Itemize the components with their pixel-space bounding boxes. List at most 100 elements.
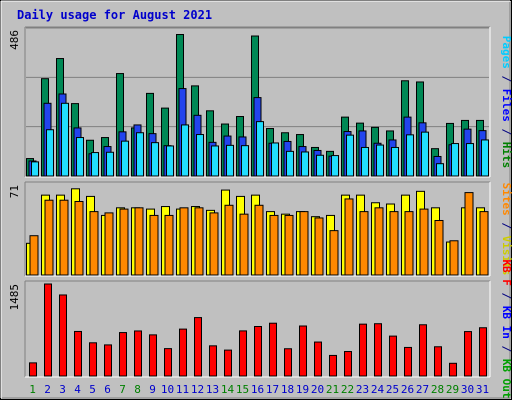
sites-bar: [59, 199, 69, 276]
kbf-bar: [284, 348, 292, 377]
kbf-bar: [239, 330, 247, 377]
day-label: 8: [134, 383, 141, 396]
day-label: 15: [236, 383, 249, 396]
day-label: 17: [266, 383, 279, 396]
sites-bar: [269, 214, 279, 276]
day-label: 27: [416, 383, 429, 396]
day-label: 26: [401, 383, 414, 396]
day-label: 13: [206, 383, 219, 396]
day-label: 12: [191, 383, 204, 396]
sites-bar: [449, 240, 459, 276]
day-label: 3: [59, 383, 66, 396]
pages-bar: [451, 143, 459, 177]
day-label: 10: [161, 383, 174, 396]
pages-bar: [46, 129, 54, 177]
pages-bar: [151, 142, 159, 177]
kbytes-ymax-label: 1485: [8, 284, 21, 311]
pages-bar: [376, 144, 384, 177]
kbf-bar: [104, 344, 112, 377]
kbf-bar: [44, 283, 52, 377]
kbf-bar: [59, 294, 67, 377]
day-label: 20: [311, 383, 324, 396]
sites-bar: [374, 207, 384, 276]
pages-bar: [316, 154, 324, 177]
pages-bar: [76, 137, 84, 177]
pages-bar: [271, 142, 279, 177]
kbf-bar: [479, 327, 487, 377]
day-label: 1: [29, 383, 36, 396]
pages-bar: [181, 124, 189, 177]
sites-bar: [29, 235, 39, 276]
sites-bar: [314, 217, 324, 276]
hits-ymax-label: 486: [8, 30, 21, 50]
kbf-bar: [224, 349, 232, 377]
sites-bar: [329, 230, 339, 276]
pages-bar: [226, 144, 234, 177]
pages-bar: [31, 161, 39, 177]
pages-bar: [106, 151, 114, 177]
pages-bar: [361, 146, 369, 177]
day-label: 5: [89, 383, 96, 396]
kbf-bar: [464, 331, 472, 377]
pages-bar: [136, 132, 144, 177]
day-label: 6: [104, 383, 111, 396]
sites-bar: [209, 212, 219, 276]
day-label: 4: [74, 383, 81, 396]
sites-bar: [224, 204, 234, 276]
sites-bar: [239, 213, 249, 276]
kbf-bar: [29, 362, 37, 377]
pages-bar: [61, 102, 69, 177]
sites-bar: [194, 207, 204, 276]
pages-bar: [121, 140, 129, 177]
day-label: 14: [221, 383, 235, 396]
day-label: 31: [476, 383, 489, 396]
pages-bar: [211, 145, 219, 177]
kbf-bar: [209, 345, 217, 377]
visits-sites-legend: Sites / Visits: [500, 183, 512, 276]
kbf-bar: [449, 362, 457, 377]
sites-bar: [284, 214, 294, 276]
day-label: 22: [341, 383, 354, 396]
panel-visits-sites: 71 Sites / Visits: [8, 181, 512, 277]
sites-bar: [299, 211, 309, 276]
pages-bar: [91, 152, 99, 177]
kbf-bar: [404, 346, 412, 377]
kbf-bar: [329, 354, 337, 377]
pages-bar: [481, 139, 489, 177]
day-label: 28: [431, 383, 444, 396]
sites-bar: [254, 204, 264, 276]
kbf-bar: [299, 325, 307, 377]
day-label: 19: [296, 383, 309, 396]
kbf-bar: [194, 317, 202, 377]
pages-bar: [301, 151, 309, 177]
pages-bar: [196, 134, 204, 177]
hits-files-pages-legend: Pages / Files / Hits: [500, 36, 512, 169]
kbf-bar: [359, 323, 367, 377]
panel-hits-files-pages: 486 Pages / Files / Hits: [8, 26, 512, 178]
pages-bar: [436, 163, 444, 177]
day-label: 21: [326, 383, 339, 396]
chart-title: Daily usage for August 2021: [17, 8, 212, 22]
day-label: 7: [119, 383, 126, 396]
kbf-bar: [374, 323, 382, 377]
pages-bar: [256, 121, 264, 177]
day-label: 29: [446, 383, 459, 396]
day-label: 23: [356, 383, 369, 396]
x-axis-day-labels: 1 2 3 4 5 6 7 8 9 10 11 12 13 14 15 16 17 18 19 20 21 22 23 24 2…: [29, 383, 489, 396]
kbf-bar: [179, 328, 187, 377]
kbytes-legend: KB F / KB In / KB Out: [500, 259, 512, 398]
pages-bar: [166, 145, 174, 177]
kbf-bar: [344, 351, 352, 377]
kbf-bar: [119, 332, 127, 377]
visits-ymax-label: 71: [8, 185, 21, 198]
kbf-bar: [149, 334, 157, 377]
day-label: 25: [386, 383, 399, 396]
sites-bar: [89, 211, 99, 276]
sites-bar: [359, 211, 369, 276]
pages-bar: [406, 134, 414, 177]
kbf-bar: [314, 341, 322, 377]
sites-bar: [119, 208, 129, 276]
sites-bar: [344, 198, 354, 276]
kbf-bar: [89, 342, 97, 377]
